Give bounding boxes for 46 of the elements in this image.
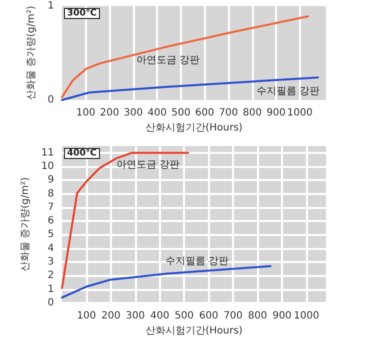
x-tick-label: 600 [199, 310, 218, 322]
chart-title: 400℃ [67, 148, 97, 158]
x-tick-label: 700 [224, 310, 243, 322]
y-tick-label: 3 [48, 256, 54, 268]
y-axis-title: 산화물 증가량(g/m²) [20, 177, 31, 272]
x-tick-label: 400 [148, 108, 167, 118]
x-tick-label: 200 [101, 310, 120, 322]
x-tick-label: 200 [100, 108, 120, 118]
y-tick-label: 8 [48, 188, 54, 200]
line-series [61, 265, 272, 299]
x-tick-label: 1000 [287, 108, 313, 118]
y-tick-label: 0 [48, 94, 54, 106]
series-label: 아연도금 강판 [136, 54, 200, 66]
x-axis-title: 산화시험기간(Hours) [145, 122, 243, 134]
series-label: 수지필름 강판 [256, 86, 320, 97]
y-tick-label: 7 [48, 202, 54, 213]
x-tick-label: 1000 [294, 310, 320, 322]
x-tick-label: 900 [272, 310, 292, 322]
x-tick-label: 800 [248, 310, 268, 322]
x-tick-label: 700 [218, 108, 238, 118]
x-tick-label: 600 [195, 108, 214, 118]
x-tick-label: 500 [174, 310, 194, 322]
x-tick-label: 300 [124, 108, 143, 118]
x-tick-label: 100 [76, 310, 96, 322]
series-label: 아연도금 강판 [116, 159, 180, 170]
x-tick-label: 400 [150, 310, 170, 322]
y-tick-label: 6 [48, 216, 54, 227]
y-tick-label: 2 [48, 270, 54, 282]
chart-title: 300℃ [67, 8, 97, 18]
x-tick-label: 500 [171, 108, 190, 118]
x-tick-label: 800 [242, 108, 262, 118]
y-tick-label: 5 [48, 229, 54, 240]
x-tick-label: 900 [266, 108, 286, 118]
y-tick-label: 1 [48, 284, 54, 295]
y-tick-label: 9 [48, 174, 54, 186]
y-tick-label: 1 [48, 0, 54, 12]
y-tick-label: 4 [48, 242, 54, 254]
y-tick-label: 10 [41, 160, 54, 172]
y-axis-title: 산화물 증가량(g/m²) [26, 6, 38, 100]
y-tick-label: 11 [41, 147, 54, 158]
line-series [61, 76, 319, 101]
x-tick-label: 100 [76, 108, 96, 118]
x-axis-title: 산화시험기간(Hours) [145, 325, 243, 336]
series-label: 수지필름 강판 [165, 256, 228, 268]
y-tick-label: 0 [48, 298, 54, 308]
x-tick-label: 300 [126, 310, 145, 322]
